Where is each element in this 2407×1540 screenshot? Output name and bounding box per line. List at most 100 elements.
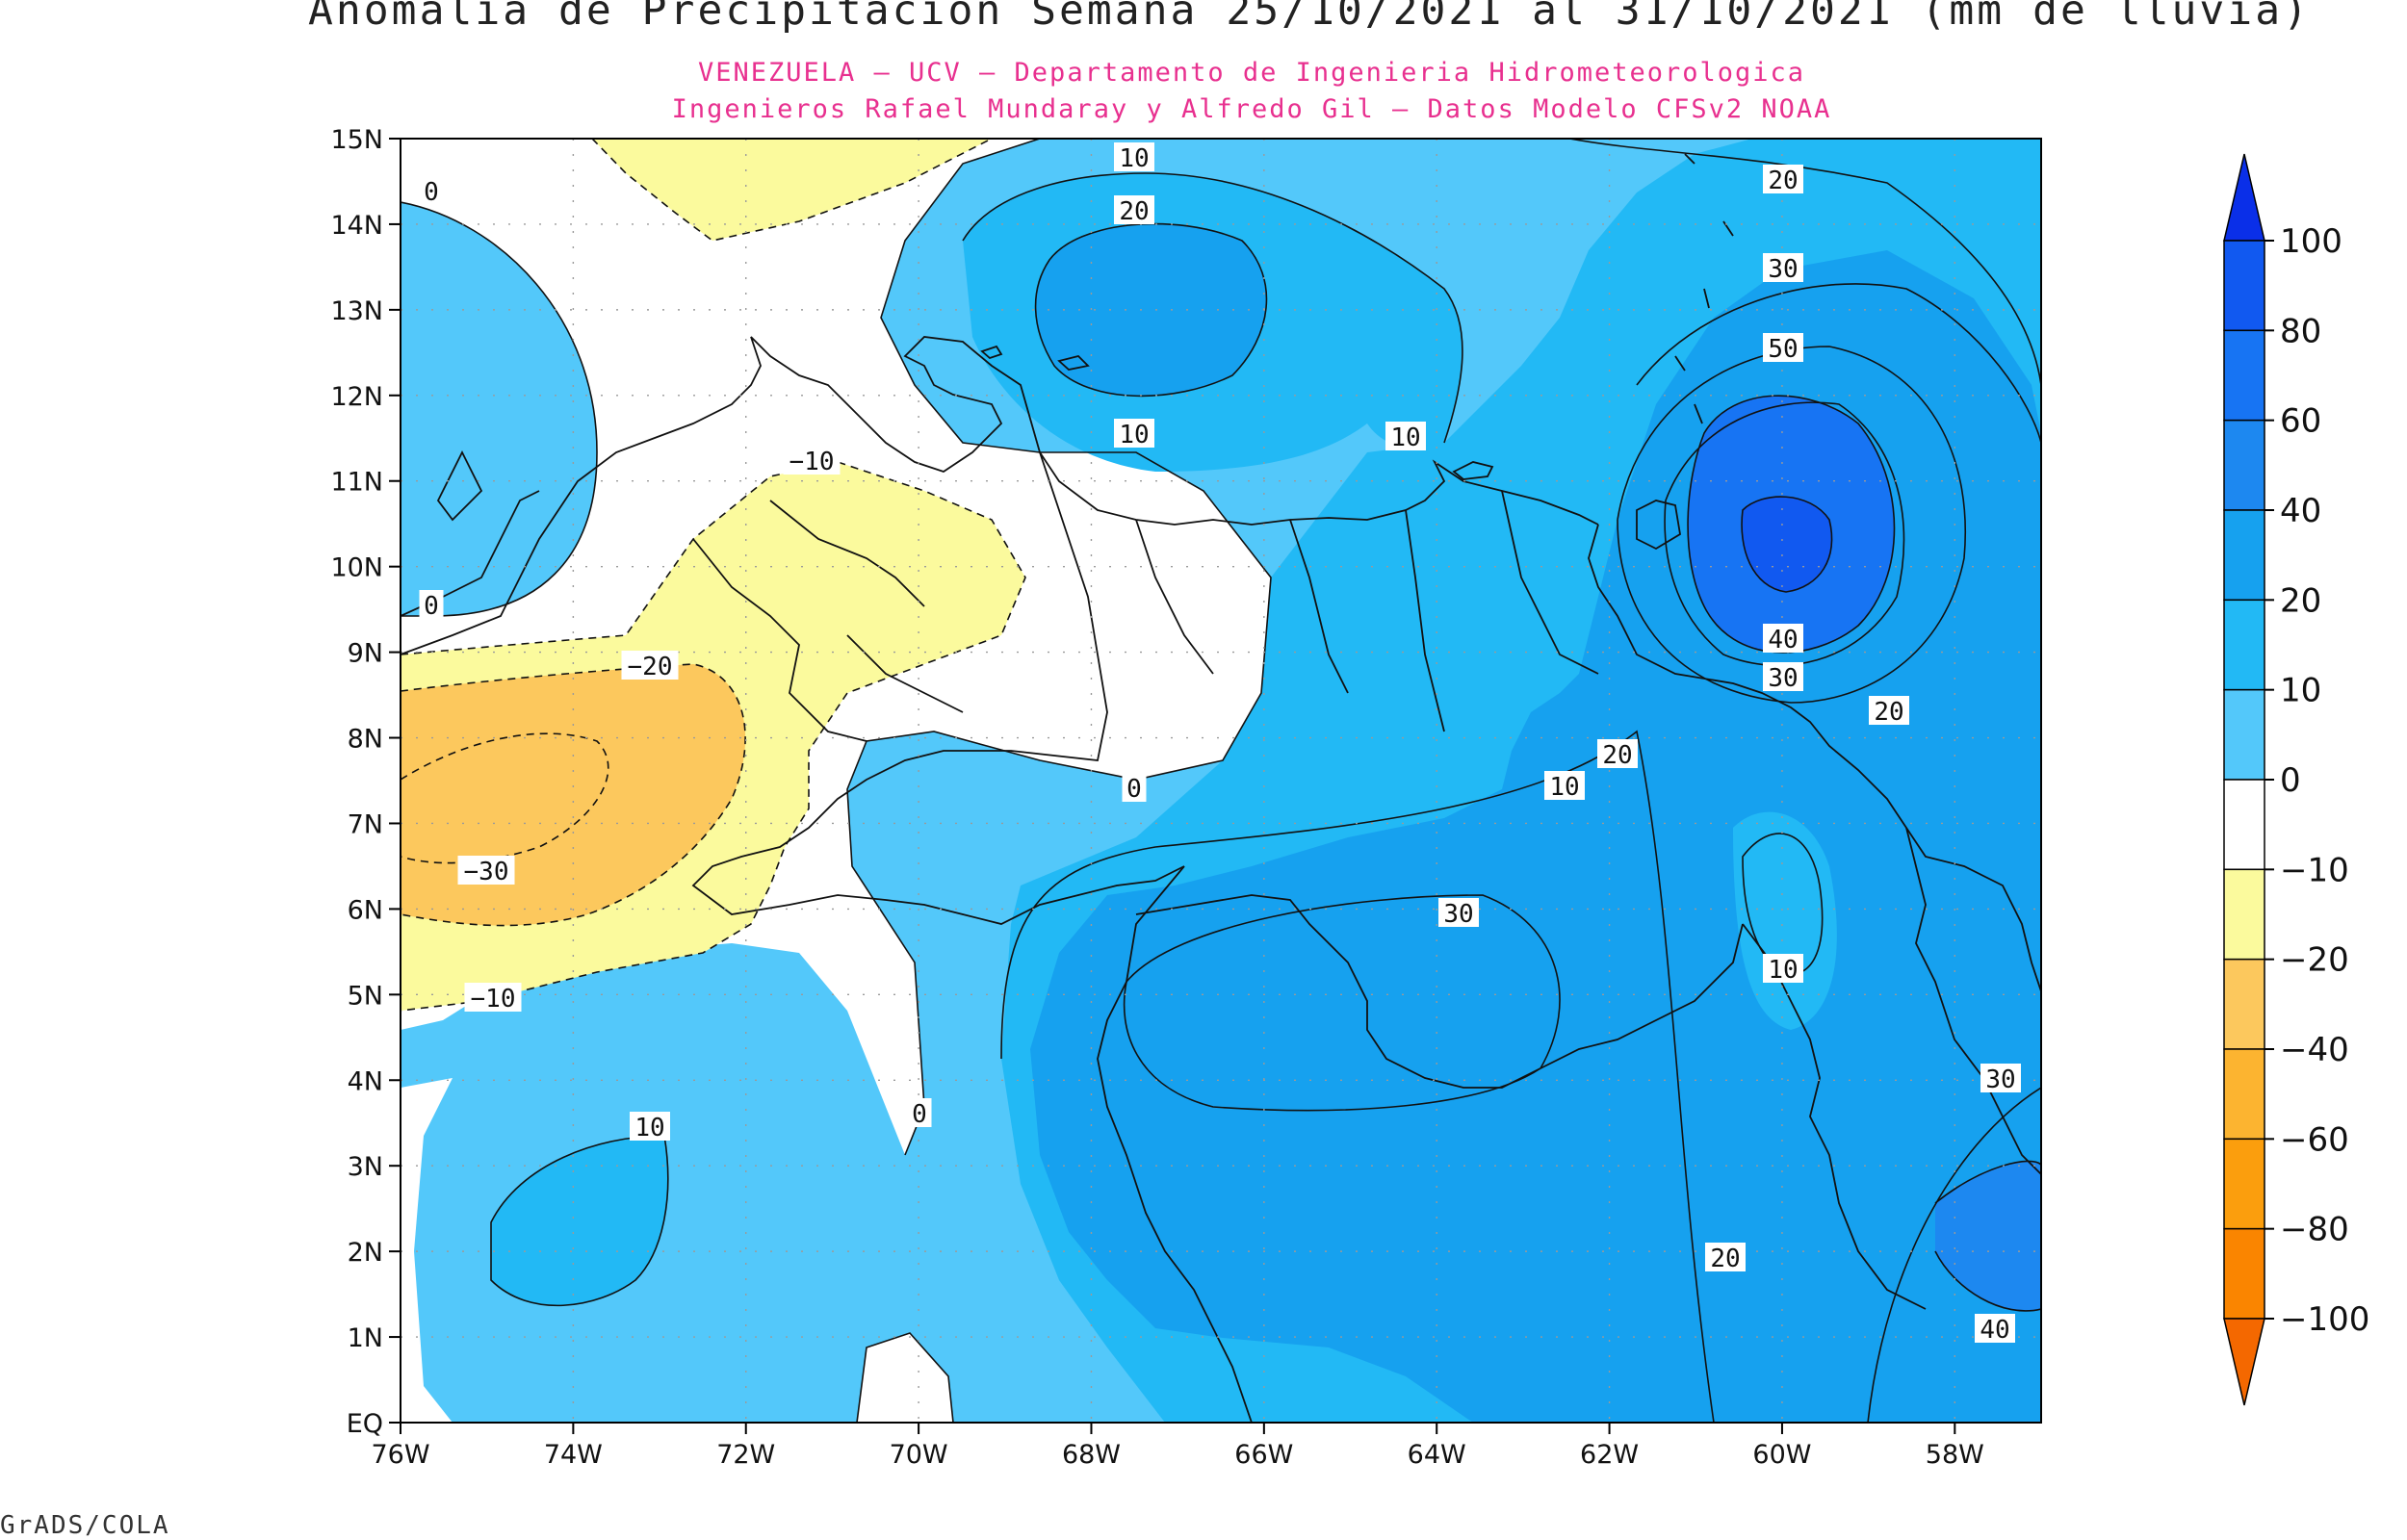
contour-label: 20 [1119,197,1149,226]
contour-neg20 [401,663,746,927]
contour-0-west [401,201,598,617]
lon-tick-label: 74W [544,1440,603,1470]
contour-label: 20 [1710,1245,1740,1273]
contour-label-bg [1544,771,1585,800]
contour-0-main [846,139,1272,1156]
colorbar-segment [2223,509,2265,602]
colorbar-bottom-arrow [2223,1318,2265,1406]
contour-label: 40 [1768,626,1798,654]
coastline-curacao [1057,355,1090,371]
fill-20-40-north [1035,223,1267,397]
contour-label-bg [1114,195,1154,224]
contour-label: 20 [1768,167,1798,195]
lat-tick-label: 6N [348,895,383,925]
contour-60-east [1741,496,1833,593]
border-brazil-guyana [1742,923,1927,1310]
contour-label-bg [621,651,679,680]
fill-20-40-hole [1733,811,1837,1030]
contour-label-bg [1763,662,1803,691]
contour-label-bg [457,856,515,885]
colorbar-label: 20 [2280,581,2321,620]
lat-tick-label: 8N [348,725,383,755]
contour-label: 10 [1768,956,1798,985]
contour-label: 30 [1768,664,1798,693]
contour-label-bg [1385,422,1426,450]
contour-label-bg [1763,253,1803,282]
lat-tick-label: 13N [330,296,383,326]
contour-label-bg [1763,954,1803,983]
contour-0-south [856,1332,954,1423]
contour-30-south [1123,894,1561,1112]
fill-neutral-sw [401,1078,453,1423]
contour-label: 30 [1443,900,1473,929]
contour-label-bg [783,446,841,475]
map-subtitle-institution: VENEZUELA – UCV – Departamento de Ingeni… [697,58,1806,88]
contour-label-bg [1597,739,1638,768]
border-colombia-venezuela [691,451,1185,925]
contour-label: 20 [1602,741,1632,770]
fill-neg10-north [592,139,992,241]
colorbar-label: −100 [2280,1300,2369,1339]
border-venezuela-brazil [1135,894,1744,1089]
lon-tick-label: 58W [1926,1440,1984,1470]
contour-label: 10 [1119,421,1149,449]
colorbar-label: 0 [2280,761,2301,800]
colorbar-label: 60 [2280,402,2321,441]
colorbar-segment [2223,779,2265,871]
contour-label-bg [1763,624,1803,653]
colorbar-segment [2223,599,2265,691]
contour-label: 0 [424,592,439,621]
lon-tick-label: 68W [1062,1440,1121,1470]
lat-tick-label: 1N [348,1323,383,1353]
contour-label: −10 [471,985,516,1014]
fill-west-blob [401,202,597,616]
contour-20-south [1000,730,1715,1423]
coastline-orinoco-delta [1588,524,2041,992]
contour-label: 20 [1874,698,1903,727]
lat-tick-label: 12N [330,382,383,412]
contour-50-east [1687,395,1896,654]
lon-tick-label: 66W [1234,1440,1293,1470]
contour-label: 10 [1119,144,1149,173]
colorbar-segment [2223,1138,2265,1230]
contour-label: 50 [1768,335,1798,364]
contour-label: −30 [464,858,509,886]
contour-label: 10 [1390,424,1420,452]
contour-40-east [1664,401,1905,667]
lon-tick-label: 70W [890,1440,948,1470]
contour-label: 0 [912,1100,927,1129]
colorbar-segment [2223,419,2265,511]
contour-label-bg [1122,773,1147,802]
latitude-axis: EQ 1N 2N 3N 4N 5N 6N 7N 8N 9N 10N 11N 12N 13N 14N 15N [330,125,401,1439]
contour-label-bg [464,983,522,1012]
lat-tick-label: 7N [348,809,383,839]
contour-label: −10 [789,448,835,476]
contour-label-layer: 0 10 20 10 0 10 20 30 50 40 30 20 20 10 30 40 30 20 10 0 0 −1… [419,142,2021,1345]
longitude-axis: 76W 74W 72W 70W 68W 66W 64W 62W 60W 58W [371,1423,1984,1470]
lat-tick-label: 15N [330,125,383,155]
contour-label: 0 [424,178,439,207]
colorbar-label: 100 [2280,222,2342,261]
colorbar-top-arrow [2223,153,2265,242]
colorbar-label: −20 [2280,941,2349,980]
coastline-margarita [1452,461,1494,480]
colorbar-segment [2223,958,2265,1050]
lat-tick-label: 5N [348,981,383,1011]
lat-tick-label: 4N [348,1066,383,1096]
colorbar-segment [2223,1227,2265,1320]
border-venezuela-states [1135,490,1599,732]
colorbar-label: −40 [2280,1031,2349,1069]
colorbar-segment [2223,1048,2265,1141]
map-frame [400,138,2042,1424]
coastline-lesser-antilles [1674,153,1734,424]
contour-label-bg [1438,898,1479,927]
colorbar-segment [2223,688,2265,781]
contour-label: 0 [1126,775,1142,804]
contour-label: 10 [634,1114,664,1142]
map-subtitle-authors: Ingenieros Rafael Mundaray y Alfredo Gil… [671,94,1832,124]
coastline-caribbean [401,336,1041,655]
lat-tick-label: EQ [347,1409,383,1439]
lat-tick-label: 14N [330,211,383,241]
border-guyana-suriname [1905,827,2041,1175]
